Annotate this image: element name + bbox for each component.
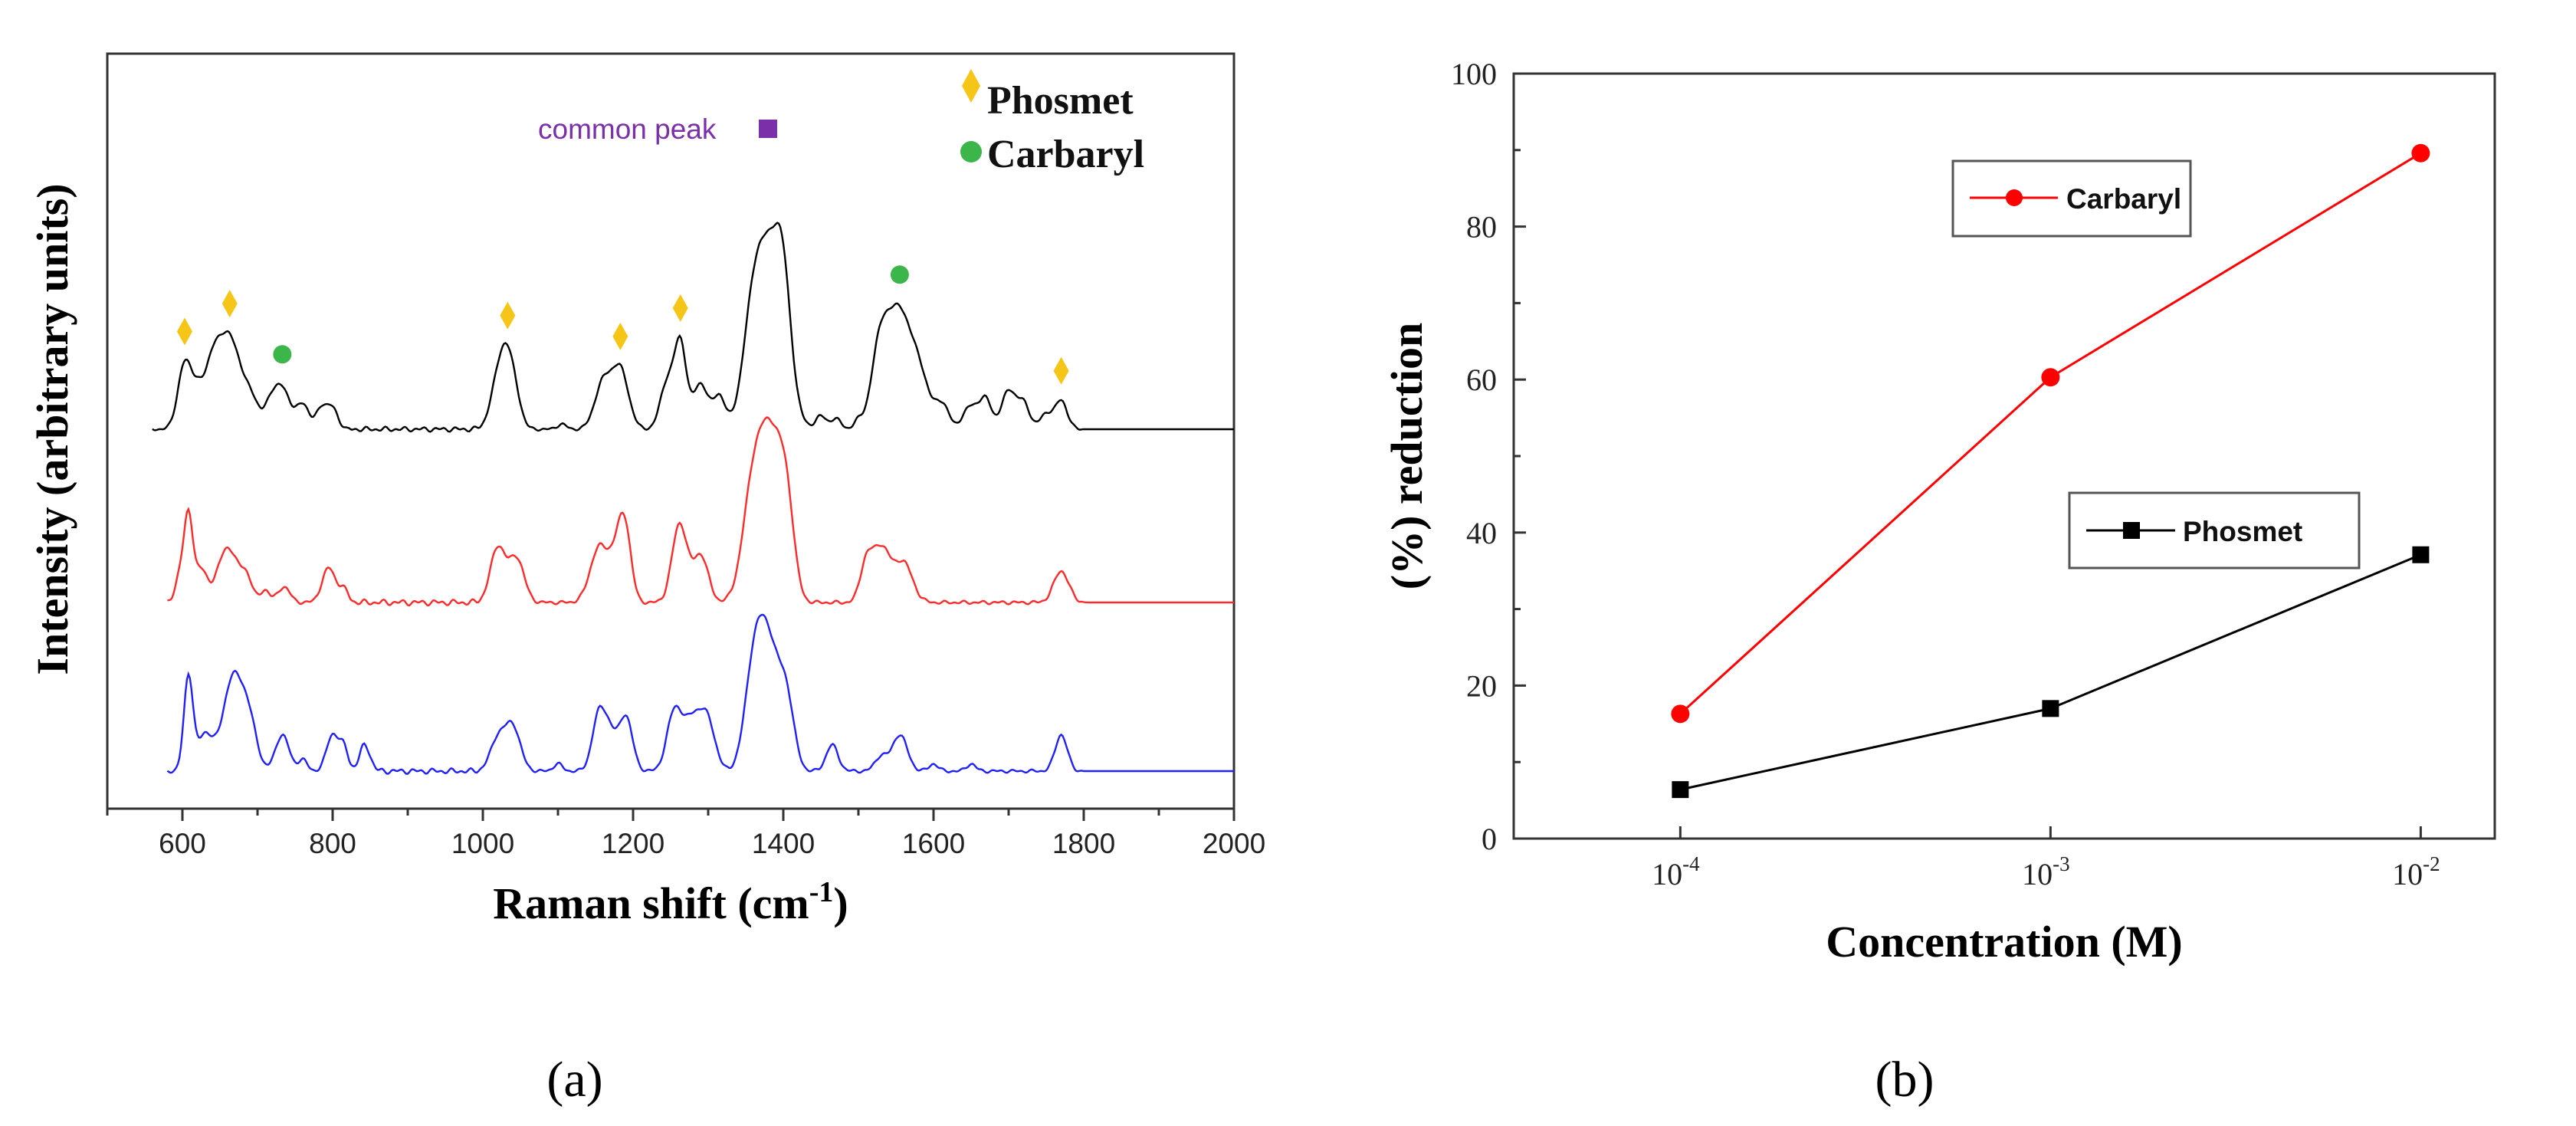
y-tick-label: 0 — [1482, 822, 1497, 856]
x-tick-label: 1600 — [902, 828, 965, 859]
panel-a-label: (a) — [546, 1052, 602, 1108]
panel-a-xlabel-end: ) — [833, 878, 848, 928]
panel-a-peak-markers — [176, 265, 1069, 385]
y-tick-label: 20 — [1466, 668, 1497, 703]
x-tick-exp: -4 — [1682, 852, 1700, 875]
panel-b-series — [1671, 143, 2430, 799]
panel-a-traces — [152, 222, 1234, 775]
carbaryl-peak-marker — [890, 265, 909, 284]
legend-carbaryl-text: Carbaryl — [2066, 183, 2181, 215]
panel-a-legend: Phosmet Carbaryl — [960, 69, 1144, 176]
carbaryl-line — [1679, 152, 2422, 715]
x-tick-label: 10-4 — [1652, 852, 1700, 891]
phosmet-peak-marker — [500, 301, 516, 330]
panel-b-x-axis-title: Concentration (M) — [1826, 917, 2183, 967]
phosmet-peak-marker — [672, 294, 688, 322]
carbaryl-peak-marker — [273, 345, 292, 364]
x-tick-label: 600 — [159, 828, 206, 859]
trace-black — [152, 222, 1234, 433]
carbaryl-point — [2041, 368, 2060, 387]
x-tick-base: 10 — [2392, 857, 2423, 891]
phosmet-point — [2042, 700, 2059, 717]
x-tick-label: 1000 — [451, 828, 514, 859]
legend-carbaryl-marker — [2006, 189, 2023, 206]
x-tick-base: 10 — [2022, 857, 2053, 891]
phosmet-peak-marker — [222, 290, 238, 318]
panel-a-xlabel-sup: -1 — [809, 876, 834, 908]
phosmet-peak-marker — [612, 322, 628, 350]
trace-blue — [166, 613, 1234, 775]
x-tick-label: 2000 — [1203, 828, 1265, 859]
x-tick-label: 10-2 — [2392, 852, 2440, 891]
x-tick-label: 1200 — [602, 828, 665, 859]
x-tick-exp: -2 — [2423, 852, 2440, 875]
legend-carbaryl: Carbaryl — [1951, 159, 2192, 238]
x-tick-base: 10 — [1652, 857, 1682, 891]
legend-carbaryl-label: Carbaryl — [987, 133, 1144, 176]
panel-a-xlabel-main: Raman shift (cm — [493, 878, 809, 928]
x-tick-label: 10-3 — [2022, 852, 2070, 891]
panel-a-x-axis-title: Raman shift (cm-1) — [493, 876, 848, 928]
legend-phosmet-label: Phosmet — [987, 79, 1134, 123]
x-tick-label: 1400 — [752, 828, 815, 859]
common-peak-annotation: common peak — [538, 113, 717, 145]
y-tick-label: 100 — [1451, 57, 1497, 91]
phosmet-peak-marker — [176, 317, 192, 346]
y-tick-label: 40 — [1466, 516, 1497, 550]
legend-phosmet: Phosmet — [2068, 491, 2361, 570]
carbaryl-point — [1671, 704, 1690, 724]
trace-red — [167, 416, 1234, 607]
panel-a: 600 800 1000 1200 1400 1600 1800 2000 Phosmet C… — [28, 52, 1265, 1108]
carbaryl-circle-icon — [960, 141, 982, 162]
y-tick-label: 80 — [1466, 210, 1497, 245]
panel-b-label: (b) — [1875, 1052, 1934, 1108]
y-tick-label: 60 — [1466, 363, 1497, 397]
panel-b-y-axis-title: (%) reduction — [1382, 323, 1432, 590]
phosmet-diamond-icon — [962, 69, 980, 103]
phosmet-point — [2412, 546, 2430, 563]
panel-a-frame — [106, 52, 1235, 810]
phosmet-point — [1672, 781, 1689, 799]
x-tick-label: 1800 — [1052, 828, 1115, 859]
panel-a-x-ticks: 600 800 1000 1200 1400 1600 1800 2000 — [106, 809, 1265, 859]
panel-a-y-axis-title: Intensity (arbitrary units) — [28, 183, 77, 675]
legend-phosmet-marker — [2123, 522, 2140, 539]
panel-b-x-ticks: 10-4 10-3 10-2 — [1652, 826, 2440, 891]
phosmet-line — [1680, 553, 2421, 791]
common-peak-square-icon — [759, 120, 777, 138]
x-tick-label: 800 — [309, 828, 356, 859]
x-tick-exp: -3 — [2053, 852, 2070, 875]
phosmet-peak-marker — [1053, 356, 1069, 385]
legend-phosmet-text: Phosmet — [2183, 516, 2302, 547]
carbaryl-point — [2411, 143, 2430, 162]
panel-b-y-ticks: 0 20 40 60 80 100 — [1451, 57, 1526, 856]
